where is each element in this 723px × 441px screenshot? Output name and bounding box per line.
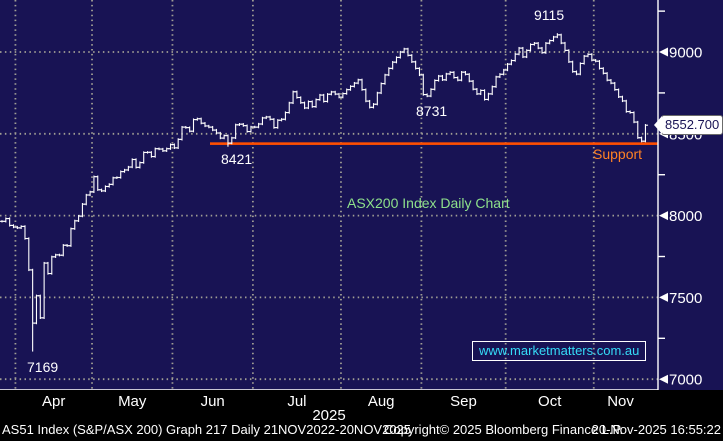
- month-label-apr: Apr: [42, 393, 66, 410]
- chart-title: ASX200 Index Daily Chart: [347, 195, 510, 211]
- month-label-sep: Sep: [450, 393, 477, 410]
- svg-text:8000: 8000: [669, 208, 702, 225]
- footer-ticker-info: AS51 Index (S&P/ASX 200) Graph 217 Daily…: [2, 422, 412, 437]
- month-label-aug: Aug: [367, 393, 395, 410]
- annotation-pullback-september: 8731: [416, 103, 448, 119]
- month-label-jul: Jul: [287, 393, 307, 410]
- support-line-label: Support: [593, 146, 643, 162]
- svg-text:9000: 9000: [669, 45, 702, 62]
- footer-copyright: Copyright© 2025 Bloomberg Finance L.P.: [384, 422, 624, 437]
- x-axis-year-label: 2025: [312, 407, 346, 424]
- svg-text:7000: 7000: [669, 372, 702, 389]
- footer-datetime: 20-Nov-2025 16:55:22: [591, 422, 721, 437]
- month-label-jun: Jun: [200, 393, 225, 410]
- month-label-may: May: [118, 393, 147, 410]
- svg-text:7500: 7500: [669, 290, 702, 307]
- annotation-low-april: 7169: [27, 359, 59, 375]
- last-price-tag: 8552.700: [661, 115, 723, 136]
- month-label-oct: Oct: [538, 393, 562, 410]
- marketmatters-link[interactable]: www.marketmatters.com.au: [472, 341, 647, 361]
- annotation-low-june: 8421: [221, 151, 253, 167]
- month-label-nov: Nov: [607, 393, 634, 410]
- chart-footer: Apr May Jun Jul Aug Sep Oct Nov 2025 AS51 Index…: [0, 390, 723, 441]
- annotation-high-october: 9115: [534, 7, 565, 23]
